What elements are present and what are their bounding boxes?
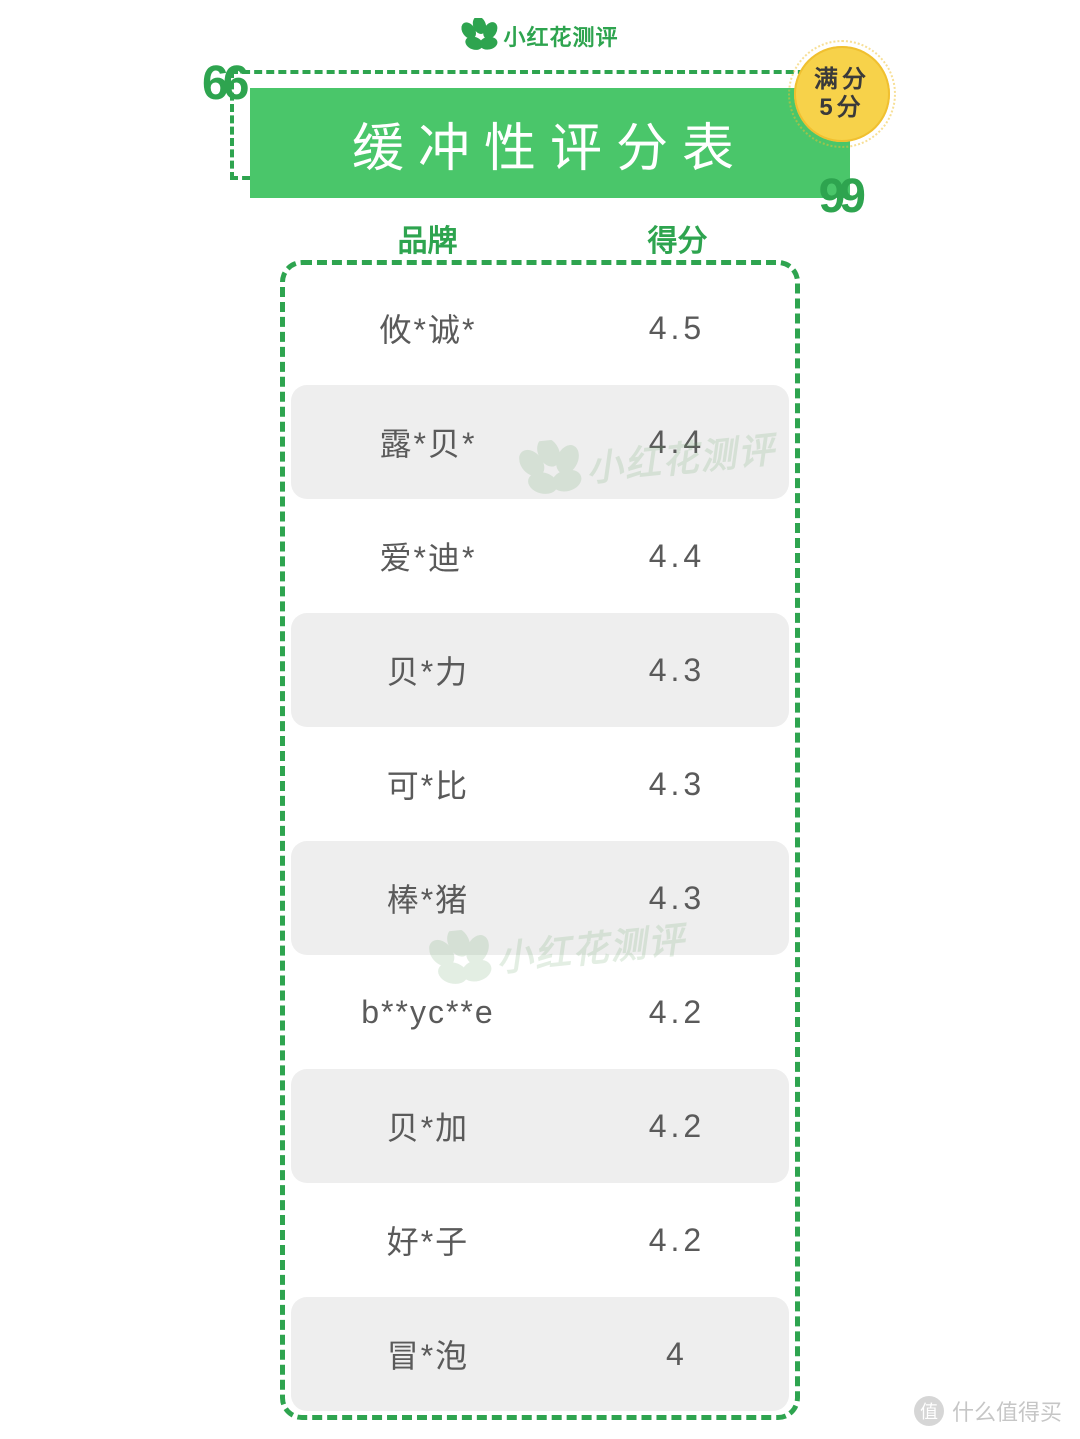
table-row: 攸*诚*4.5 [291, 271, 789, 385]
cell-score: 4.3 [565, 880, 789, 917]
cell-brand: 攸*诚* [291, 305, 565, 351]
title-box: 缓冲性评分表 [250, 88, 850, 198]
header-brand: 品牌 [290, 216, 565, 260]
table-row: 好*子4.2 [291, 1183, 789, 1297]
cell-brand: 棒*猪 [291, 875, 565, 921]
header-score: 得分 [565, 216, 790, 260]
cell-score: 4 [565, 1336, 789, 1373]
cell-score: 4.2 [565, 1108, 789, 1145]
cell-score: 4.2 [565, 1222, 789, 1259]
cell-brand: 露*贝* [291, 419, 565, 465]
title-text: 缓冲性评分表 [352, 106, 748, 181]
badge-line1: 满分 [814, 66, 870, 94]
cell-brand: 可*比 [291, 761, 565, 807]
table-row: 冒*泡4 [291, 1297, 789, 1411]
badge-line2: 5分 [819, 94, 864, 122]
flower-icon [461, 18, 497, 54]
cell-score: 4.4 [565, 424, 789, 461]
title-banner: 缓冲性评分表 66 99 满分 5分 [230, 70, 850, 190]
cell-score: 4.5 [565, 310, 789, 347]
source-watermark: 值 什么值得买 [914, 1395, 1062, 1427]
table-row: 露*贝*4.4 [291, 385, 789, 499]
table-row: 可*比4.3 [291, 727, 789, 841]
cell-brand: 爱*迪* [291, 533, 565, 579]
cell-brand: 冒*泡 [291, 1331, 565, 1377]
quote-open-icon: 66 [202, 56, 243, 111]
score-table: 攸*诚*4.5 露*贝*4.4 爱*迪*4.4 贝*力4.3 可*比4.3 棒*… [280, 260, 800, 1420]
table-header: 品牌 得分 [290, 216, 790, 260]
table-row: 贝*加4.2 [291, 1069, 789, 1183]
cell-brand: b**yc**e [291, 994, 565, 1031]
table-row: 贝*力4.3 [291, 613, 789, 727]
table-row: b**yc**e4.2 [291, 955, 789, 1069]
table-row: 棒*猪4.3 [291, 841, 789, 955]
cell-score: 4.4 [565, 538, 789, 575]
cell-score: 4.2 [565, 994, 789, 1031]
cell-brand: 贝*力 [291, 647, 565, 693]
table-row: 爱*迪*4.4 [291, 499, 789, 613]
full-score-badge: 满分 5分 [794, 46, 890, 142]
cell-brand: 好*子 [291, 1217, 565, 1263]
source-badge-icon: 值 [914, 1396, 944, 1426]
quote-close-icon: 99 [819, 169, 860, 224]
brand-logo-text: 小红花测评 [503, 20, 618, 52]
cell-score: 4.3 [565, 766, 789, 803]
brand-logo-top: 小红花测评 [461, 18, 618, 54]
cell-score: 4.3 [565, 652, 789, 689]
source-text: 什么值得买 [952, 1395, 1062, 1427]
cell-brand: 贝*加 [291, 1103, 565, 1149]
